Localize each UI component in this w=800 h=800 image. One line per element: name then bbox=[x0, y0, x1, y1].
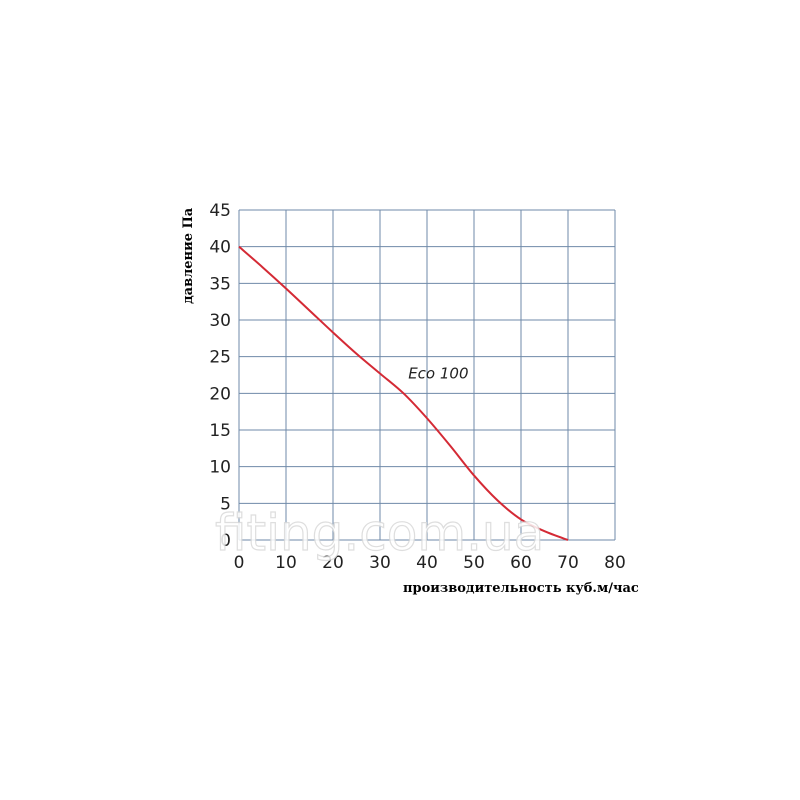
y-tick-label: 20 bbox=[209, 384, 231, 404]
x-tick-label: 10 bbox=[275, 553, 297, 573]
y-tick-label: 30 bbox=[209, 311, 231, 331]
y-tick-label: 35 bbox=[209, 274, 231, 294]
y-tick-label: 25 bbox=[209, 348, 231, 368]
x-axis-label: производительность куб.м/час bbox=[403, 581, 639, 596]
x-axis-ticks: 0 10 20 30 40 50 60 70 80 bbox=[234, 553, 626, 573]
x-tick-label: 70 bbox=[557, 553, 579, 573]
y-tick-label: 5 bbox=[220, 494, 231, 514]
x-tick-label: 40 bbox=[416, 553, 438, 573]
y-tick-label: 40 bbox=[209, 238, 231, 258]
x-tick-label: 60 bbox=[510, 553, 532, 573]
x-tick-label: 50 bbox=[463, 553, 485, 573]
series-layer bbox=[238, 245, 569, 541]
y-tick-label: 10 bbox=[209, 458, 231, 478]
grid bbox=[238, 209, 616, 541]
series-label: Eco 100 bbox=[408, 365, 468, 383]
y-axis-ticks: 0 5 10 15 20 25 30 35 40 45 bbox=[209, 201, 231, 551]
y-tick-label: 0 bbox=[220, 531, 231, 551]
series-line bbox=[238, 245, 569, 541]
x-tick-label: 20 bbox=[322, 553, 344, 573]
x-tick-label: 0 bbox=[234, 553, 245, 573]
y-tick-label: 15 bbox=[209, 421, 231, 441]
watermark: fiting.com.ua bbox=[215, 504, 544, 562]
y-axis-label: давление Па bbox=[181, 207, 196, 304]
y-tick-label: 45 bbox=[209, 201, 231, 221]
x-tick-label: 80 bbox=[604, 553, 626, 573]
x-tick-label: 30 bbox=[369, 553, 391, 573]
